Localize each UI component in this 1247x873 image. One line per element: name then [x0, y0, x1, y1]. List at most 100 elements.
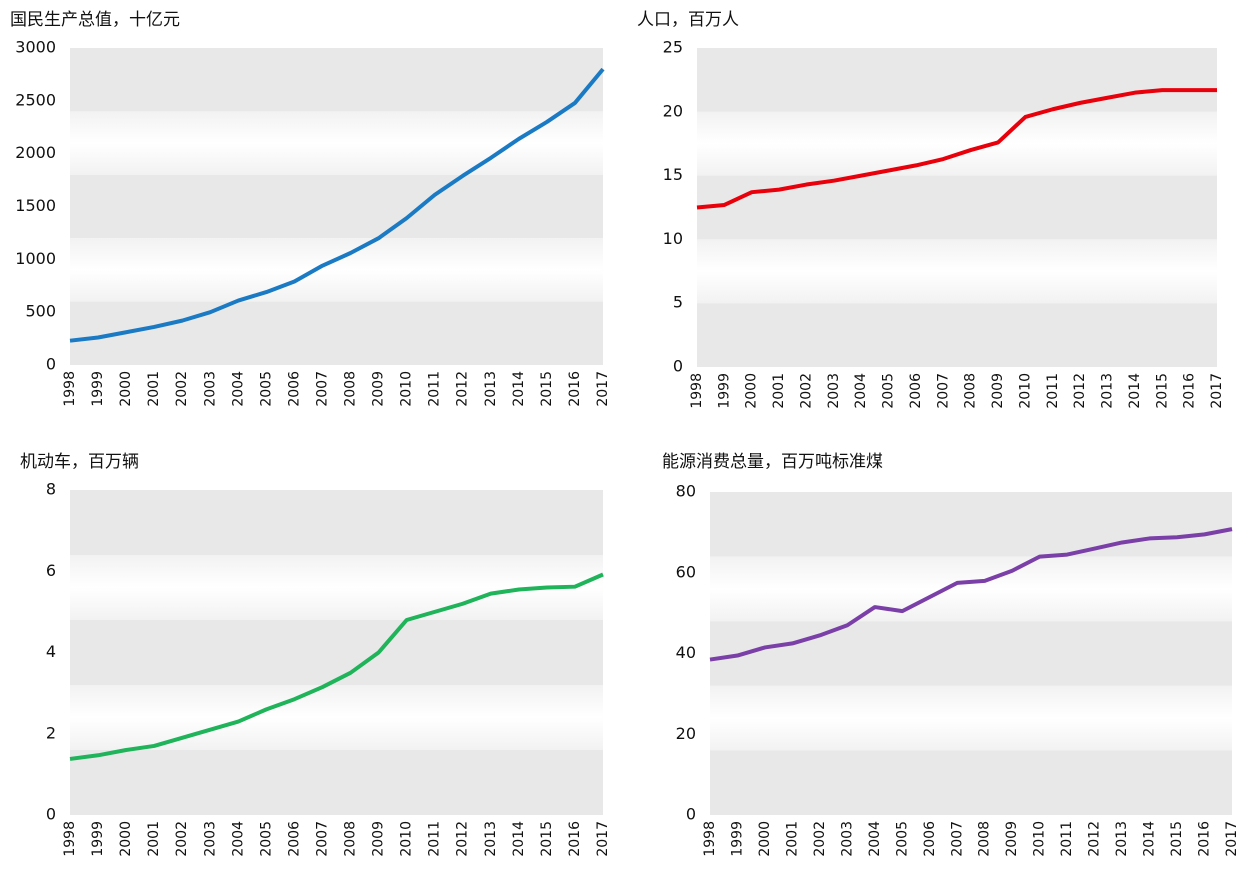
band: [70, 111, 603, 175]
x-tick-label: 2010: [1017, 373, 1033, 409]
band: [697, 175, 1217, 240]
x-tick-label: 2005: [258, 821, 274, 857]
x-tick-label: 2007: [314, 821, 330, 857]
x-tick-label: 2012: [455, 371, 471, 407]
chart-title: 国民生产总值，十亿元: [10, 10, 180, 30]
band: [70, 238, 603, 302]
x-tick-label: 1999: [90, 371, 106, 407]
x-tick-label: 2015: [1169, 821, 1185, 857]
data-line: [69, 67, 605, 343]
band: [70, 555, 603, 620]
x-tick-label: 2000: [744, 373, 760, 409]
y-tick-label: 25: [663, 38, 683, 57]
x-tick-label: 2009: [371, 371, 387, 407]
x-tick-label: 2012: [1087, 821, 1103, 857]
x-tick-label: 2008: [343, 821, 359, 857]
y-tick-label: 2500: [15, 90, 56, 109]
x-tick-label: 2011: [427, 821, 443, 857]
x-tick-label: 2013: [1100, 373, 1116, 409]
x-tick-label: 2010: [399, 821, 415, 857]
band: [697, 303, 1217, 367]
x-tick-label: 2002: [812, 821, 828, 857]
x-tick-label: 2016: [1182, 373, 1198, 409]
x-tick-label: 2012: [455, 821, 471, 857]
x-tick-label: 2002: [174, 371, 190, 407]
data-line: [696, 88, 1217, 210]
x-tick-label: 2007: [949, 821, 965, 857]
x-tick-label: 2001: [146, 821, 162, 857]
x-tick-label: 2005: [894, 821, 910, 857]
y-tick-label: 1000: [15, 249, 56, 268]
x-tick-label: 2003: [839, 821, 855, 857]
x-tick-label: 2015: [539, 821, 555, 857]
x-tick-label: 2014: [511, 821, 527, 857]
y-tick-label: 500: [25, 302, 56, 321]
x-tick-label: 2004: [853, 373, 869, 409]
x-tick-label: 1998: [62, 821, 78, 857]
x-tick-label: 2010: [1032, 821, 1048, 857]
y-tick-label: 40: [676, 643, 696, 662]
x-tick-label: 1998: [702, 821, 718, 857]
x-tick-label: 2011: [1045, 373, 1061, 409]
x-tick-label: 2016: [567, 371, 583, 407]
x-tick-label: 2001: [146, 371, 162, 407]
data-line: [69, 572, 604, 761]
x-tick-label: 2011: [427, 371, 443, 407]
band: [70, 685, 603, 750]
x-tick-label: 2007: [935, 373, 951, 409]
y-tick-label: 20: [676, 724, 696, 743]
y-tick-label: 2000: [15, 143, 56, 162]
band: [70, 48, 603, 112]
x-tick-label: 2016: [567, 821, 583, 857]
y-tick-label: 8: [46, 480, 56, 499]
data-line: [709, 527, 1233, 662]
y-tick-label: 15: [663, 165, 683, 184]
x-tick-label: 1999: [716, 373, 732, 409]
y-tick-label: 3000: [15, 38, 56, 57]
band: [697, 48, 1217, 112]
chart-title: 能源消费总量，百万吨标准煤: [662, 452, 883, 472]
x-tick-label: 2005: [881, 373, 897, 409]
x-tick-label: 2000: [757, 821, 773, 857]
band: [70, 174, 603, 239]
y-tick-label: 20: [663, 101, 683, 120]
chart-title: 人口，百万人: [637, 10, 739, 30]
x-tick-label: 2006: [286, 371, 302, 407]
x-tick-label: 2008: [343, 371, 359, 407]
x-tick-label: 2002: [174, 821, 190, 857]
x-tick-label: 2011: [1059, 821, 1075, 857]
y-tick-label: 6: [46, 561, 56, 580]
band: [70, 620, 603, 685]
y-tick-label: 0: [686, 805, 696, 824]
x-tick-label: 2010: [399, 371, 415, 407]
y-tick-label: 1500: [15, 196, 56, 215]
chart-title: 机动车，百万辆: [20, 452, 139, 472]
y-tick-label: 4: [46, 642, 56, 661]
x-tick-label: 2015: [1154, 373, 1170, 409]
x-tick-label: 2009: [371, 821, 387, 857]
y-tick-label: 80: [676, 482, 696, 501]
band: [70, 301, 603, 365]
x-tick-label: 2017: [595, 371, 611, 407]
x-tick-label: 2006: [286, 821, 302, 857]
y-tick-label: 10: [663, 229, 683, 248]
x-tick-label: 2016: [1197, 821, 1213, 857]
x-tick-label: 1998: [689, 373, 705, 409]
x-tick-label: 2002: [798, 373, 814, 409]
x-tick-label: 2014: [1127, 373, 1143, 409]
band: [70, 750, 603, 815]
y-tick-label: 2: [46, 723, 56, 742]
x-tick-label: 2017: [1224, 821, 1240, 857]
x-tick-label: 1999: [729, 821, 745, 857]
x-tick-label: 2012: [1072, 373, 1088, 409]
band: [70, 490, 603, 555]
y-tick-label: 60: [676, 562, 696, 581]
y-tick-label: 0: [673, 357, 683, 376]
band: [710, 621, 1232, 686]
band: [697, 239, 1217, 304]
y-tick-label: 5: [673, 293, 683, 312]
band: [710, 492, 1232, 557]
x-tick-label: 2003: [202, 821, 218, 857]
x-tick-label: 2013: [1114, 821, 1130, 857]
x-tick-label: 2004: [230, 821, 246, 857]
